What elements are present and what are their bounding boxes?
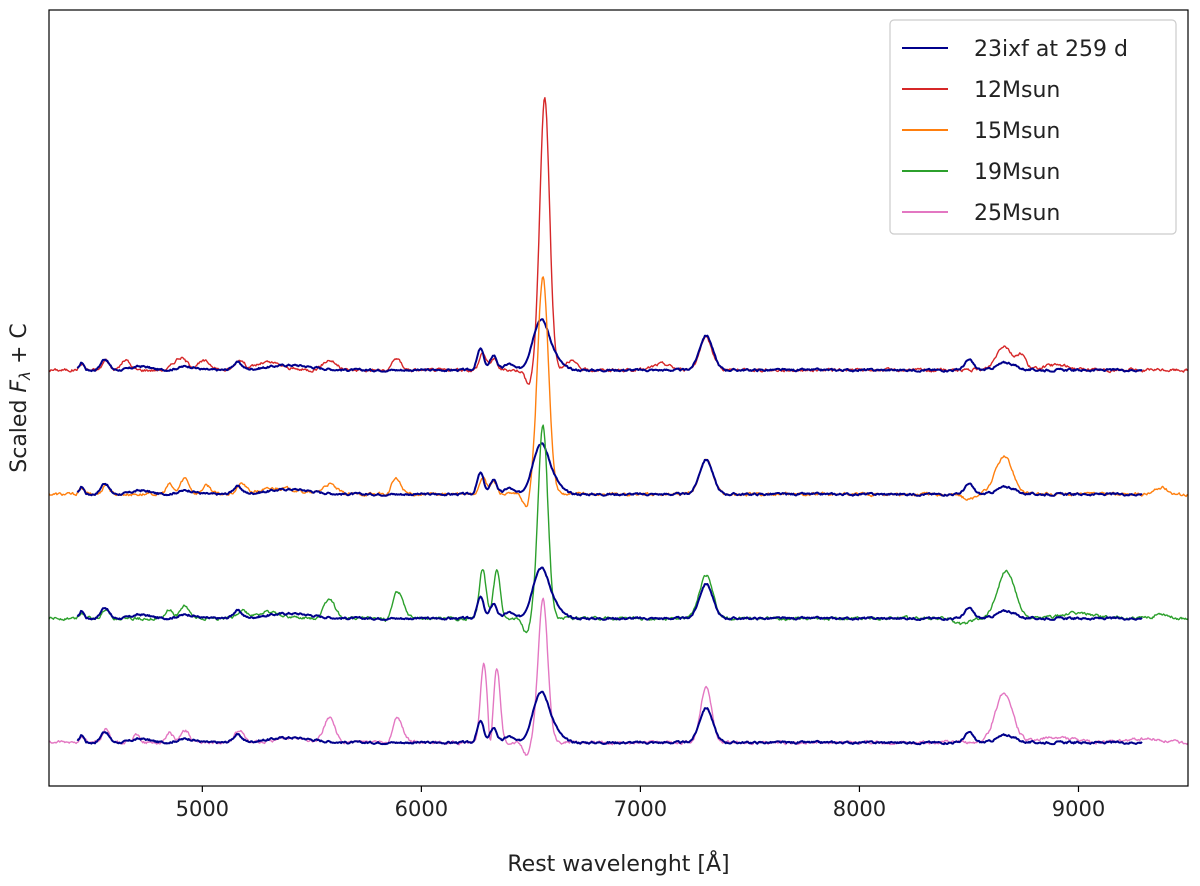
y-axis-label-variable: F — [7, 380, 32, 393]
x-tick-label: 9000 — [1052, 797, 1105, 821]
y-axis-label-subscript: λ — [16, 371, 34, 381]
legend-label: 12Msun — [974, 78, 1060, 103]
x-tick-label: 5000 — [176, 797, 229, 821]
legend-label: 23ixf at 259 d — [974, 37, 1128, 62]
series-line-15msun — [48, 276, 1189, 508]
legend-label: 15Msun — [974, 119, 1060, 144]
series-line-observed-over-12msun — [76, 318, 1143, 373]
x-tick-label: 7000 — [614, 797, 667, 821]
legend: 23ixf at 259 d 12Msun 15Msun 19Msun 25Msun — [889, 19, 1177, 235]
legend-label: 25Msun — [974, 201, 1060, 226]
series-line-25msun — [48, 597, 1189, 756]
axes-frame — [48, 9, 1189, 787]
x-tick-label: 6000 — [395, 797, 448, 821]
series-line-observed-over-25msun — [76, 690, 1143, 746]
plot-area — [48, 97, 1189, 756]
series-line-observed-over-15msun — [76, 442, 1143, 497]
series-line-observed-over-19msun — [76, 566, 1143, 622]
series-line-19msun — [48, 424, 1189, 634]
legend-label: 19Msun — [974, 160, 1060, 185]
x-axis-ticks: 5000 6000 7000 8000 9000 — [176, 786, 1105, 821]
y-axis-label: Scaled Fλ + C — [7, 323, 34, 472]
y-axis-label-tail: + C — [7, 323, 32, 371]
legend-box — [889, 19, 1177, 235]
x-tick-label: 8000 — [833, 797, 886, 821]
y-axis-label-main: Scaled — [7, 393, 32, 473]
x-axis-label: Rest wavelenght [Å] — [507, 850, 729, 877]
